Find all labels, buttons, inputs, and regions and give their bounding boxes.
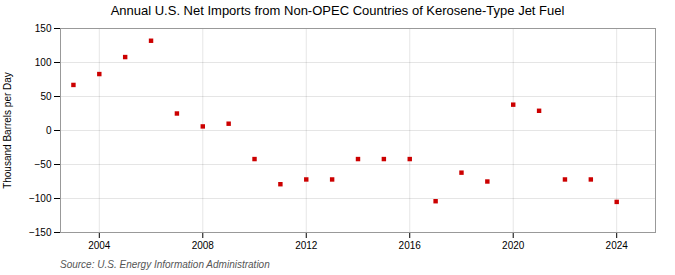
svg-text:2024: 2024 xyxy=(606,240,629,251)
svg-text:Thousand Barrels per Day: Thousand Barrels per Day xyxy=(2,72,13,189)
svg-text:100: 100 xyxy=(35,57,52,68)
svg-text:2004: 2004 xyxy=(88,240,111,251)
svg-text:2008: 2008 xyxy=(192,240,215,251)
svg-text:150: 150 xyxy=(35,23,52,34)
svg-text:0: 0 xyxy=(46,125,52,136)
html-text:Annual U.S. Net Imports from N: Annual U.S. Net Imports from Non-OPEC Co… xyxy=(110,3,565,18)
svg-text:2020: 2020 xyxy=(502,240,525,251)
html-text:Source: U.S. Energy Informatio: Source: U.S. Energy Information Administ… xyxy=(60,259,270,270)
svg-text:−100: −100 xyxy=(29,193,52,204)
svg-text:2012: 2012 xyxy=(295,240,318,251)
svg-text:−50: −50 xyxy=(35,159,52,170)
svg-text:−150: −150 xyxy=(29,227,52,238)
svg-text:50: 50 xyxy=(40,91,52,102)
svg-text:2016: 2016 xyxy=(399,240,422,251)
